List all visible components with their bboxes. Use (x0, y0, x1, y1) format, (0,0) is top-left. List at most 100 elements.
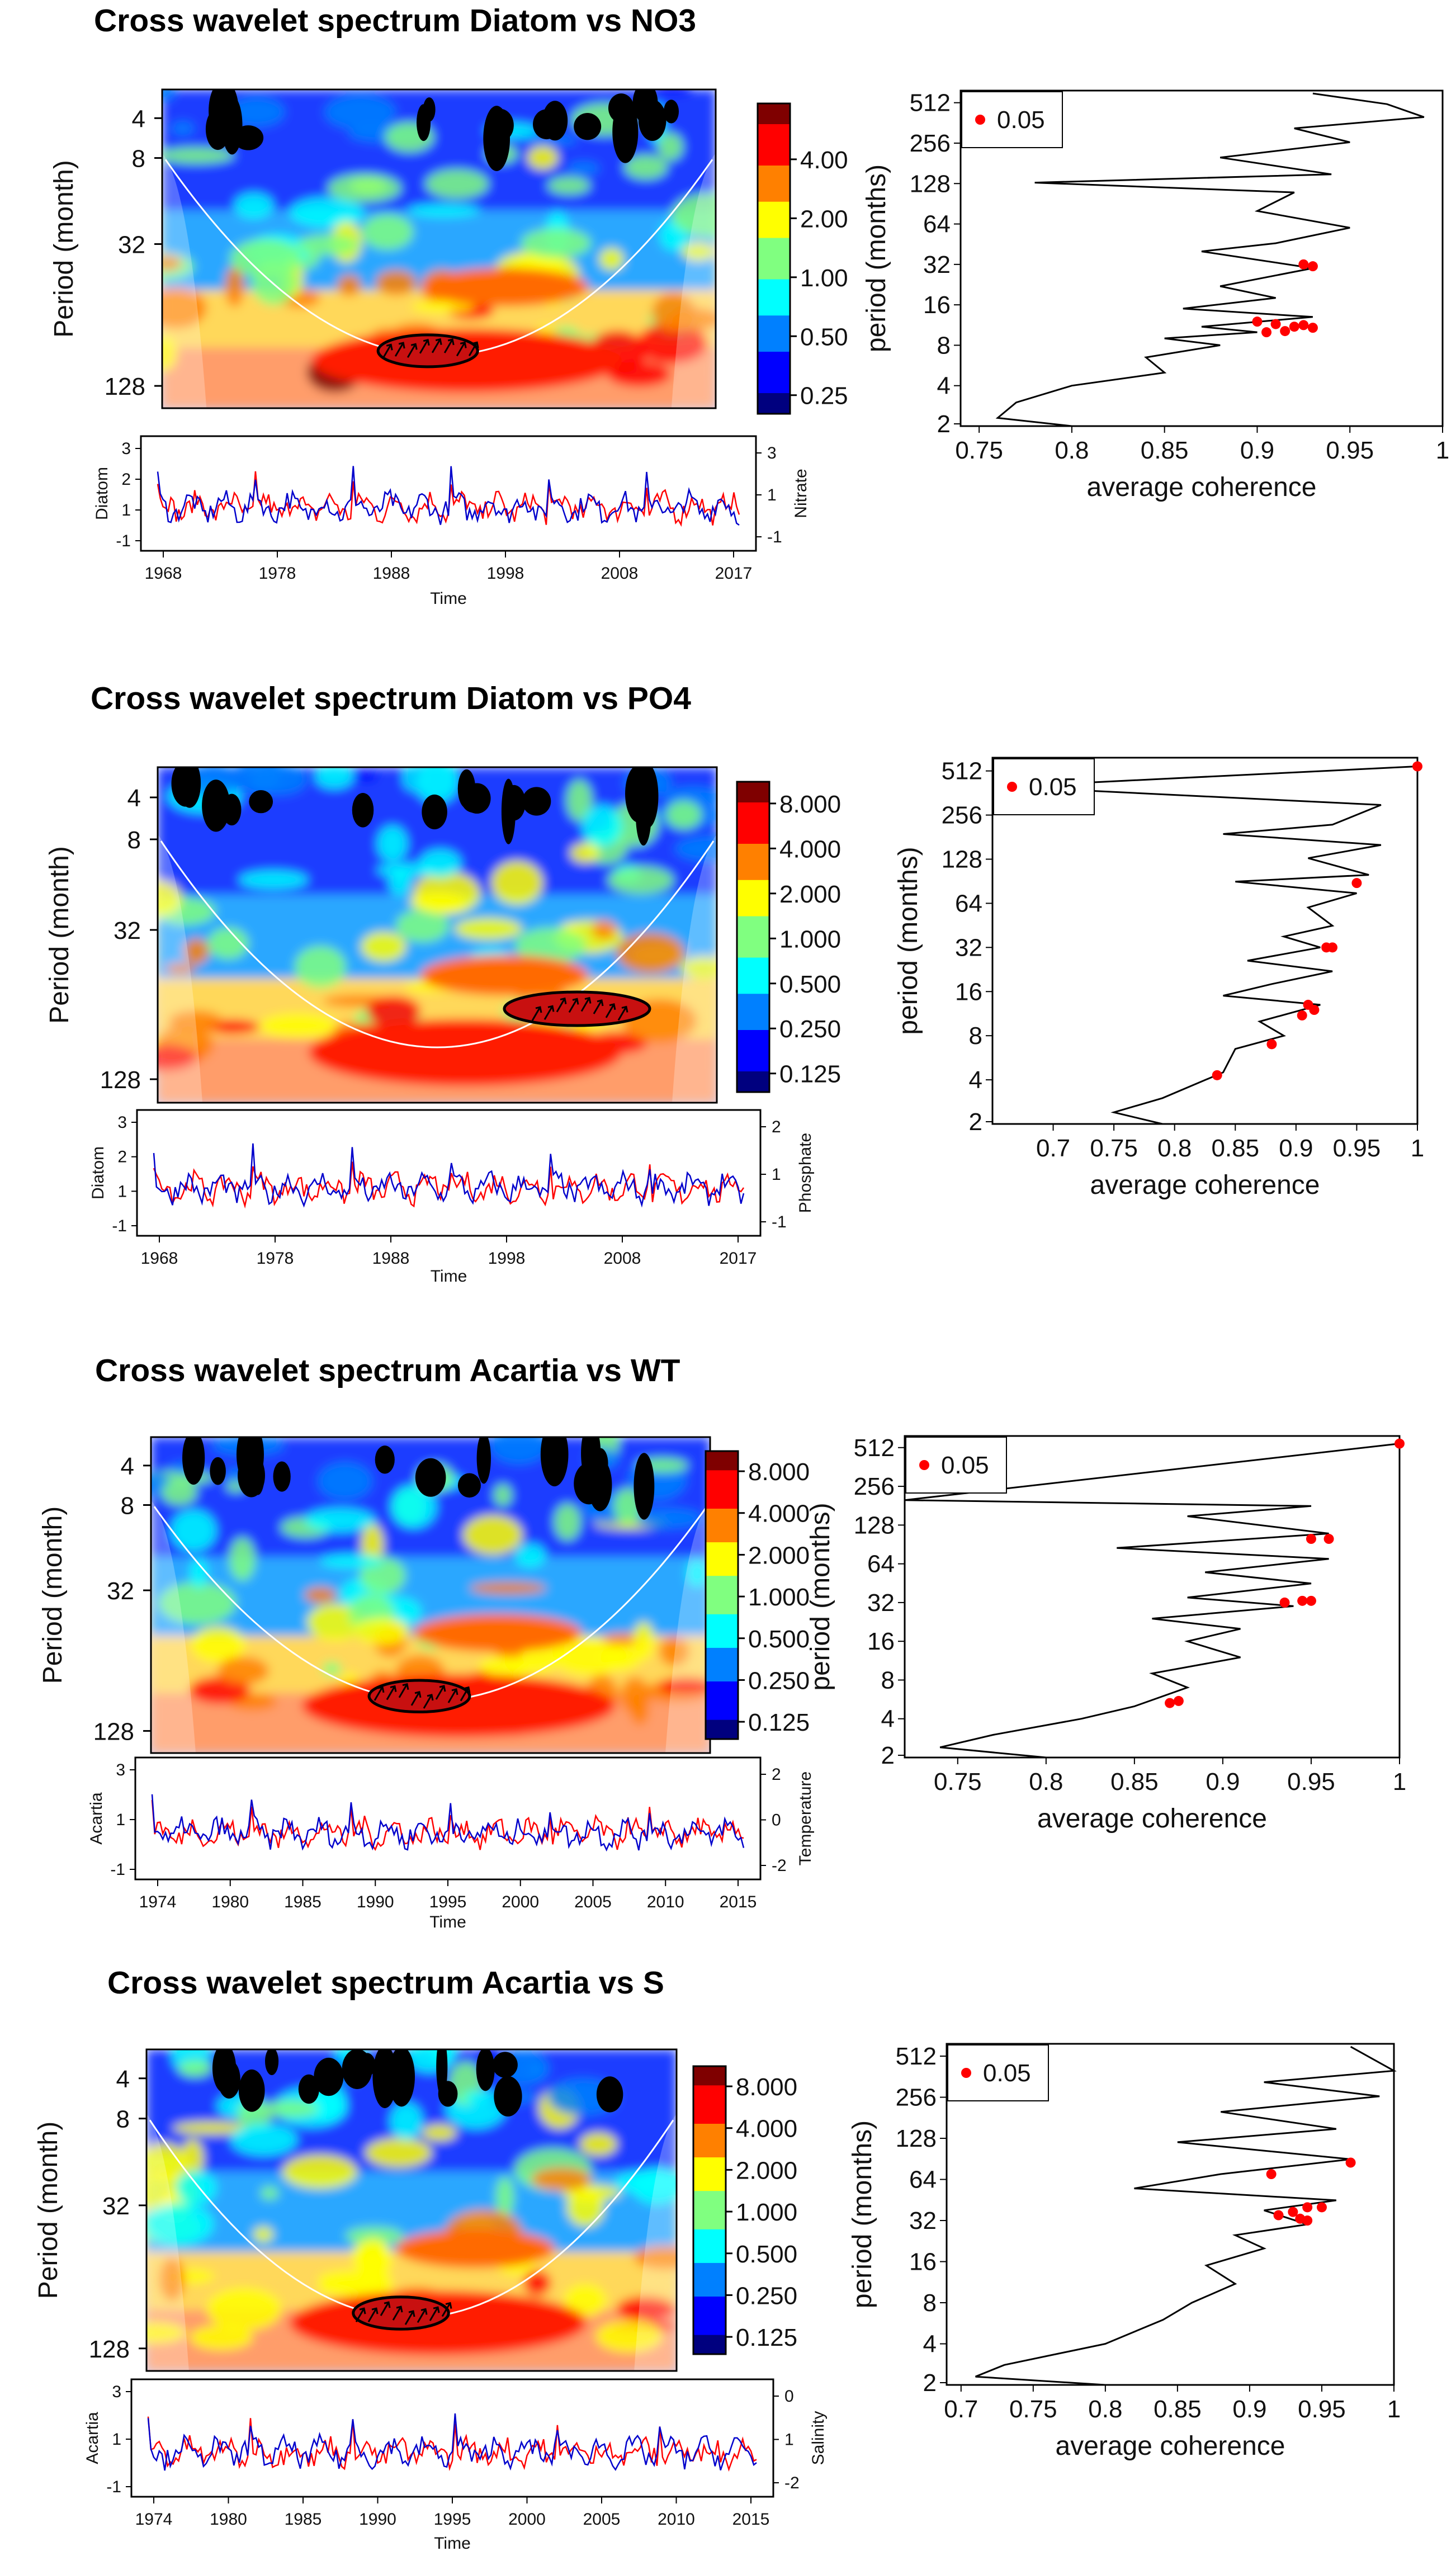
phase-arrow (423, 1694, 434, 1709)
blob (634, 2245, 677, 2270)
blob (253, 2227, 273, 2242)
cone-left-shade (162, 89, 207, 408)
colorbar-label: 1.000 (736, 2199, 797, 2226)
colorbar-step (693, 2143, 726, 2148)
coherence-legend: 0.05 (947, 2044, 1049, 2101)
colorbar-step (693, 2219, 726, 2226)
colorbar-step (737, 1019, 769, 1026)
colorbar-label: 0.250 (779, 1015, 841, 1043)
significant-point (1309, 1005, 1320, 1015)
significant-point (1302, 2215, 1313, 2226)
significance-blob (461, 786, 487, 813)
blob (168, 1010, 223, 1032)
significance-contour (503, 990, 651, 1027)
blob (290, 197, 365, 228)
blob (230, 239, 302, 278)
coherence-y-label: 2 (923, 2369, 937, 2397)
heatmap-blobs (158, 767, 717, 1103)
colorbar-step (758, 372, 790, 379)
blob (355, 770, 379, 782)
phase-arrow (617, 1005, 628, 1021)
colorbar-step (758, 233, 790, 239)
colorbar-step (706, 1633, 738, 1639)
x-tick-label: 2005 (574, 1893, 612, 1911)
colorbar-step (706, 1671, 738, 1678)
y-tick-label: 32 (114, 917, 141, 944)
colorbar-step (758, 243, 790, 249)
coherence-x-label: 0.95 (1287, 1768, 1335, 1796)
blob (171, 1510, 216, 1552)
blob (665, 800, 702, 830)
significance-blob (596, 2076, 623, 2113)
colorbar-step (706, 1556, 738, 1562)
significant-point (1323, 1534, 1334, 1544)
colorbar-step (693, 2076, 726, 2081)
left-tick-label: 2 (121, 470, 131, 489)
colorbar-step (737, 802, 769, 809)
blob (230, 2123, 297, 2156)
blob (178, 2059, 212, 2077)
colorbar-step (737, 911, 769, 917)
blob (521, 228, 592, 258)
significant-point (1297, 1595, 1308, 1606)
colorbar-step (737, 962, 769, 969)
right-tick-label: 0 (784, 2387, 794, 2406)
colorbar-step (737, 807, 769, 814)
y-tick-label: 8 (132, 145, 145, 173)
significance-blob (352, 792, 374, 828)
blob (176, 2170, 217, 2205)
significance-blob (171, 767, 200, 807)
x-tick-label: 1985 (284, 1893, 322, 1911)
colorbar-label: 2.000 (736, 2157, 797, 2184)
significant-point (1302, 2202, 1313, 2213)
x-axis-label: Time (434, 2534, 471, 2553)
series-blue (147, 2413, 757, 2471)
colorbar-label: 4.000 (779, 835, 841, 863)
series-blue (153, 1143, 745, 1208)
x-tick-label: 2015 (732, 2510, 770, 2529)
significance-blob (238, 2069, 265, 2112)
significance-blob (574, 112, 602, 140)
blob (566, 779, 593, 821)
x-tick-label: 1968 (141, 1249, 178, 1268)
colorbar-step (737, 999, 769, 1005)
colorbar-step (706, 1734, 738, 1740)
colorbar-step (693, 2167, 726, 2172)
coherence-y-axis-label: period (months) (894, 847, 923, 1034)
cone-right-shade (665, 1437, 710, 1753)
cone-left-shade (146, 2049, 189, 2371)
coherence-legend: 0.05 (993, 758, 1095, 815)
coherence-x-label: 0.95 (1326, 437, 1374, 464)
left-tick-label: 3 (116, 1761, 125, 1779)
colorbar-step (706, 1547, 738, 1553)
blob (377, 825, 408, 862)
series-blue (157, 466, 740, 526)
coherence-x-label: 0.85 (1211, 1135, 1259, 1162)
legend-label: 0.05 (983, 2059, 1031, 2087)
colorbar-step (758, 228, 790, 234)
colorbar-label: 4.00 (800, 147, 848, 174)
colorbar-step (693, 2262, 726, 2269)
coherence-y-label: 512 (942, 758, 982, 785)
coherence-x-label: 0.9 (1240, 437, 1274, 464)
blob (491, 861, 543, 905)
phase-arrow (417, 2308, 428, 2323)
wavelet-heatmap: 4 8 32 128 Period (month) (34, 2048, 678, 2372)
significance-blob (638, 100, 666, 141)
left-tick-label: 1 (112, 2430, 121, 2449)
significance-blob (182, 1437, 205, 1485)
phase-arrow (355, 2307, 366, 2322)
coherence-x-label: 0.7 (1036, 1135, 1070, 1162)
colorbar-step (758, 155, 790, 161)
cone-left-shade (151, 1437, 196, 1753)
colorbar-label: 1.000 (779, 925, 841, 953)
heatmap-field (146, 2049, 677, 2371)
colorbar-step (706, 1604, 738, 1610)
y-tick-label: 128 (89, 2336, 130, 2363)
colorbar-step (706, 1518, 738, 1524)
y-tick-label: 4 (132, 105, 145, 133)
blob-warm (414, 1614, 582, 1652)
colorbar-step (693, 2277, 726, 2283)
phase-arrow (419, 339, 430, 354)
significance-blob (212, 2049, 237, 2093)
